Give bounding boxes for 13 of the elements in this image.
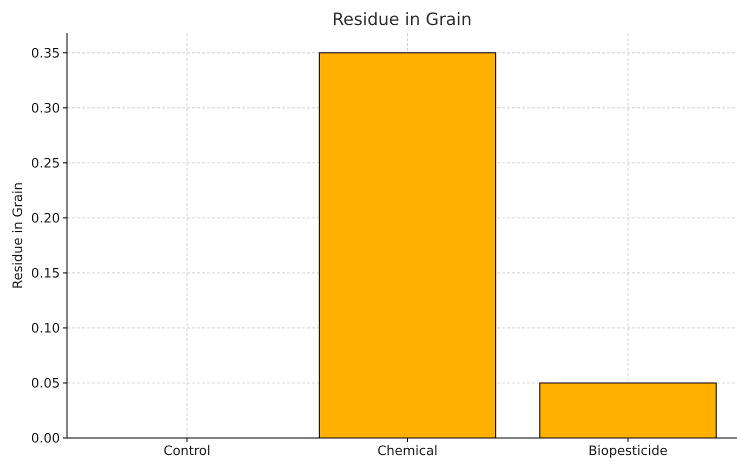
y-axis-title: Residue in Grain [11, 182, 26, 289]
x-tick-label: Biopesticide [588, 444, 668, 459]
y-tick-label: 0.00 [31, 432, 60, 447]
y-tick-label: 0.30 [31, 101, 60, 116]
y-tick-label: 0.35 [31, 46, 60, 62]
y-tick-label: 0.25 [31, 156, 60, 172]
y-tick-label: 0.20 [31, 211, 60, 226]
x-tick-label: Control [164, 444, 210, 459]
y-tick-label: 0.10 [31, 321, 60, 336]
y-tick-label: 0.15 [31, 266, 60, 282]
x-tick-label: Chemical [377, 444, 438, 459]
y-tick-label: 0.05 [31, 376, 60, 392]
chart-title: Residue in Grain [332, 10, 472, 30]
